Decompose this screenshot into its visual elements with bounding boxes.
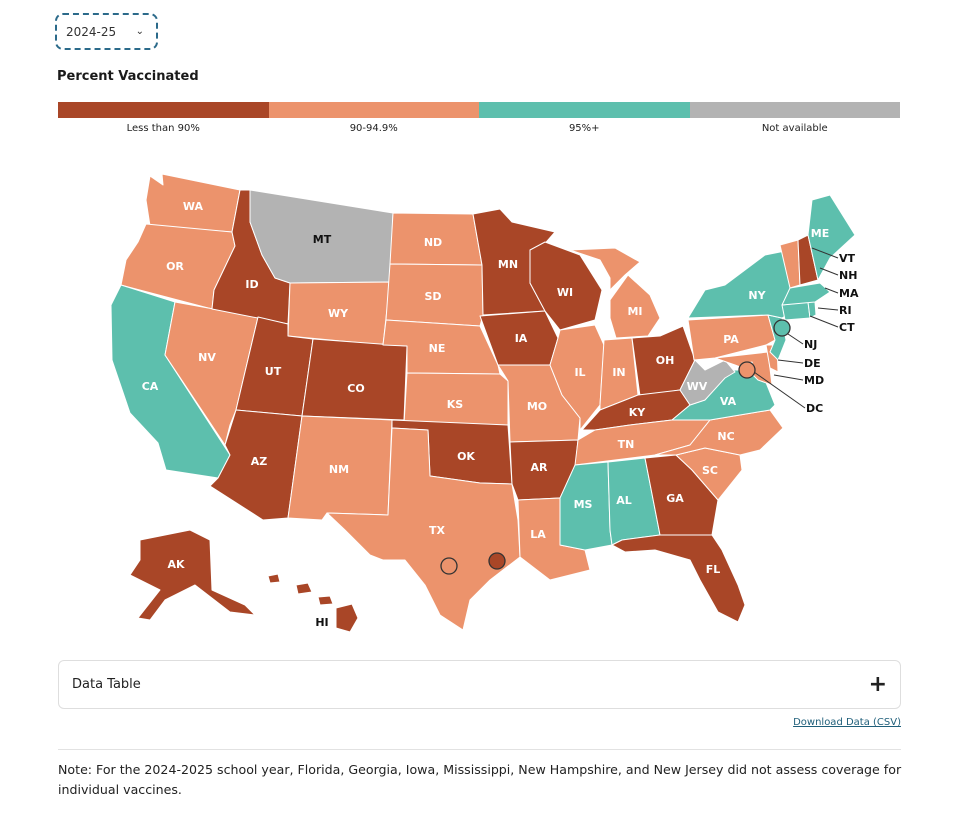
label-UT: UT [265, 365, 282, 378]
legend-label-95-plus: 95%+ [568, 123, 600, 134]
label-TN: TN [618, 438, 635, 451]
label-GA: GA [666, 492, 684, 505]
label-IA: IA [515, 332, 528, 345]
label-TX: TX [429, 524, 446, 537]
note-text: Note: For the 2024-2025 school year, Flo… [58, 762, 902, 797]
label-WA: WA [183, 200, 204, 213]
legend-swatch-less-than-90 [58, 102, 269, 118]
label-NY: NY [748, 289, 766, 302]
label-MN: MN [498, 258, 518, 271]
legend-labels: Less than 90% 90-94.9% 95%+ Not availabl… [58, 123, 900, 134]
label-SD: SD [424, 290, 441, 303]
legend-label-not-available: Not available [761, 123, 828, 134]
label-CA: CA [142, 380, 159, 393]
label-KY: KY [629, 406, 647, 419]
state-NY[interactable] [687, 249, 797, 319]
state-CO[interactable] [301, 338, 408, 421]
label-MI: MI [627, 305, 642, 318]
year-select-value: 2024-25 [66, 24, 117, 39]
label-ND: ND [424, 236, 442, 249]
state-ME[interactable] [807, 194, 856, 281]
state-HI[interactable] [267, 573, 359, 633]
us-map-svg: WA OR CA NV ID MT WY UT AZ CO NM ND SD N… [110, 173, 859, 633]
label-MA: MA [839, 287, 859, 300]
state-MA[interactable] [781, 282, 831, 306]
label-VT: VT [839, 252, 856, 265]
state-IL[interactable] [549, 324, 605, 431]
label-MS: MS [574, 498, 593, 511]
label-VA: VA [720, 395, 737, 408]
state-MI[interactable] [569, 247, 661, 339]
label-HI: HI [315, 616, 328, 629]
chevron-down-icon: ⌄ [135, 26, 144, 37]
marker-DC[interactable] [738, 361, 756, 379]
label-CT: CT [839, 321, 855, 334]
label-SC: SC [702, 464, 718, 477]
year-select[interactable]: 2024-25 ⌄ [55, 13, 158, 50]
label-KS: KS [447, 398, 464, 411]
state-KS[interactable] [403, 372, 509, 426]
city-markers [440, 319, 791, 575]
label-NV: NV [198, 351, 216, 364]
legend-title: Percent Vaccinated [57, 69, 199, 84]
label-MD: MD [804, 374, 824, 387]
data-table-label: Data Table [72, 677, 141, 692]
label-NM: NM [329, 463, 349, 476]
marker-NJ[interactable] [773, 319, 791, 337]
label-AK: AK [167, 558, 185, 571]
label-PA: PA [723, 333, 739, 346]
label-OK: OK [457, 450, 475, 463]
legend-swatch-not-available [689, 102, 900, 118]
label-NJ: NJ [804, 338, 817, 351]
download-csv-link[interactable]: Download Data (CSV) [793, 717, 901, 728]
label-OH: OH [656, 354, 675, 367]
state-labels: WA OR CA NV ID MT WY UT AZ CO NM ND SD N… [142, 200, 859, 629]
legend-label-less-than-90: Less than 90% [126, 123, 200, 134]
label-NH: NH [839, 269, 857, 282]
label-AL: AL [616, 494, 632, 507]
state-FL[interactable] [611, 534, 746, 623]
state-AK[interactable] [129, 529, 256, 621]
label-ID: ID [245, 278, 258, 291]
label-DC: DC [806, 402, 823, 415]
state-WV[interactable] [679, 359, 736, 406]
us-map: WA OR CA NV ID MT WY UT AZ CO NM ND SD N… [60, 150, 920, 650]
legend-swatch-90-94 [268, 102, 479, 118]
label-OR: OR [166, 260, 184, 273]
label-IL: IL [574, 366, 585, 379]
city-marker-2[interactable] [488, 552, 506, 570]
label-NE: NE [429, 342, 446, 355]
label-ME: ME [811, 227, 829, 240]
label-CO: CO [347, 382, 364, 395]
label-AR: AR [531, 461, 549, 474]
label-WI: WI [557, 286, 573, 299]
state-RI[interactable] [807, 301, 817, 319]
city-marker-1[interactable] [440, 557, 458, 575]
label-MT: MT [313, 233, 332, 246]
label-IN: IN [612, 366, 625, 379]
label-LA: LA [530, 528, 546, 541]
legend-label-90-94: 90-94.9% [349, 123, 398, 134]
label-AZ: AZ [251, 455, 268, 468]
label-FL: FL [706, 563, 721, 576]
data-table-toggle[interactable]: Data Table + [58, 660, 901, 709]
plus-icon[interactable]: + [868, 671, 887, 697]
label-NC: NC [717, 430, 734, 443]
legend-swatch-95-plus [479, 102, 690, 118]
state-TX[interactable] [326, 427, 521, 631]
state-WI[interactable] [529, 241, 603, 331]
label-DE: DE [804, 357, 821, 370]
label-WV: WV [687, 380, 708, 393]
label-RI: RI [839, 304, 852, 317]
label-MO: MO [527, 400, 547, 413]
legend-bar [58, 102, 900, 118]
divider [58, 749, 901, 750]
label-WY: WY [328, 307, 349, 320]
